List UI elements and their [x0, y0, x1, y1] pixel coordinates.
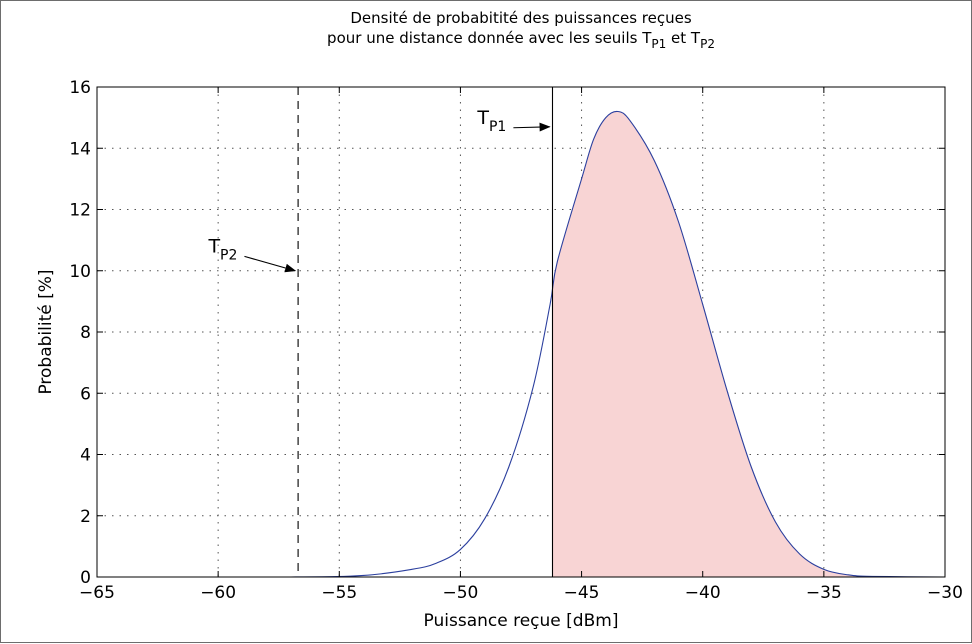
threshold-arrow-p2: [244, 256, 295, 270]
x-tick-label: −30: [927, 583, 963, 603]
y-tick-label: 8: [80, 323, 91, 343]
x-tick-labels: −65−60−55−50−45−40−35−30: [79, 583, 963, 603]
x-tick-label: −40: [685, 583, 721, 603]
x-tick-label: −45: [564, 583, 600, 603]
shaded-area: [97, 111, 945, 577]
threshold-arrow-p1: [513, 127, 549, 128]
y-tick-label: 4: [80, 446, 91, 466]
threshold-label-p2: TP2: [207, 235, 237, 263]
grid: [97, 87, 945, 577]
x-tick-label: −35: [806, 583, 842, 603]
y-tick-label: 12: [69, 201, 91, 221]
y-tick-label: 0: [80, 568, 91, 588]
x-tick-label: −55: [321, 583, 357, 603]
y-axis-label: Probabilité [%]: [36, 269, 56, 394]
x-axis-label: Puissance reçue [dBm]: [424, 611, 619, 631]
threshold-annotations: TP1 TP2: [207, 107, 549, 271]
y-tick-label: 6: [80, 384, 91, 404]
chart-title-line1: Densité de probabitité des puissances re…: [350, 9, 691, 27]
x-tick-label: −60: [200, 583, 236, 603]
y-tick-labels: 0 2 4 6 8 10 12 14 16: [69, 78, 91, 588]
density-curve-line: [97, 111, 945, 577]
y-tick-label: 2: [80, 507, 91, 527]
shaded-region-fill: [97, 111, 945, 577]
density-curve: [97, 111, 945, 577]
y-tick-label: 10: [69, 262, 91, 282]
x-tick-label: −50: [442, 583, 478, 603]
y-tick-label: 16: [69, 78, 91, 98]
thresholds: [298, 87, 552, 577]
chart-title-line2: pour une distance donnée avec les seuils…: [327, 29, 715, 51]
y-tick-label: 14: [69, 139, 91, 159]
threshold-label-p1: TP1: [476, 107, 506, 135]
